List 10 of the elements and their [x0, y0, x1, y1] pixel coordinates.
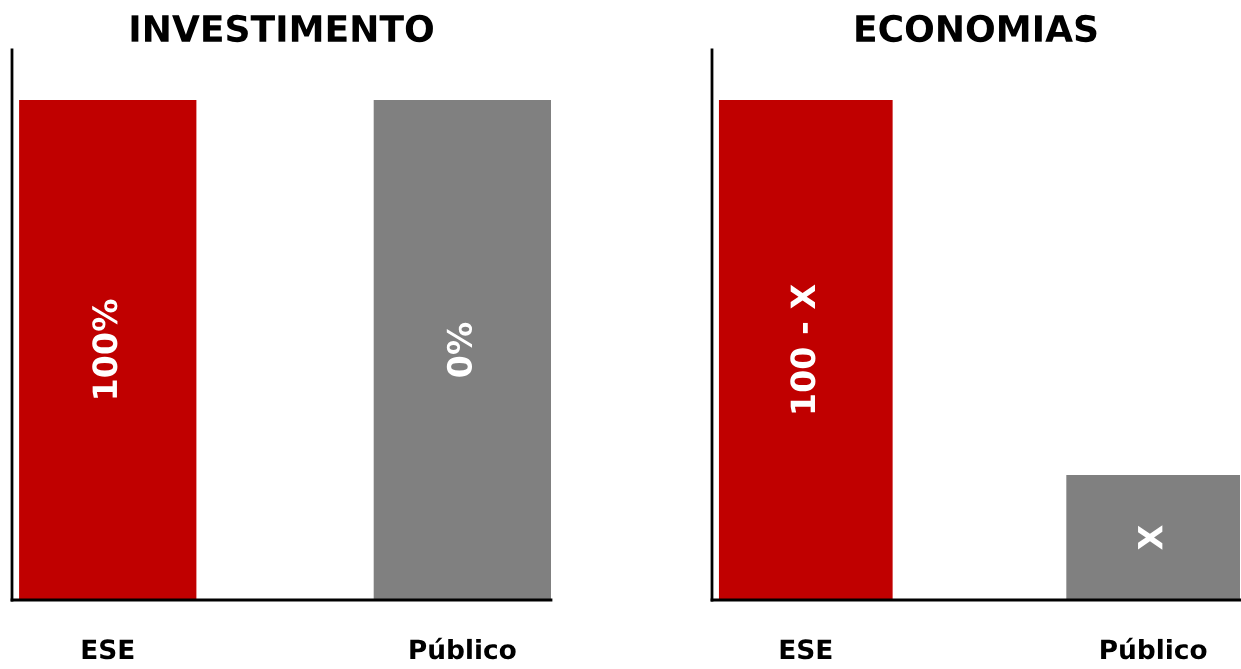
- x-tick-label: ESE: [82, 639, 134, 660]
- x-tick-label: Público: [410, 637, 516, 660]
- annotation: 0%: [446, 322, 473, 377]
- annotation: X: [1138, 525, 1163, 550]
- x-tick-label: Público: [1101, 637, 1207, 660]
- chart-title: INVESTIMENTO: [131, 14, 433, 43]
- chart-title: ECONOMIAS: [856, 14, 1097, 43]
- annotation: 100 - X: [790, 284, 816, 413]
- annotation: 100%: [92, 299, 118, 398]
- x-tick-label: ESE: [780, 639, 832, 660]
